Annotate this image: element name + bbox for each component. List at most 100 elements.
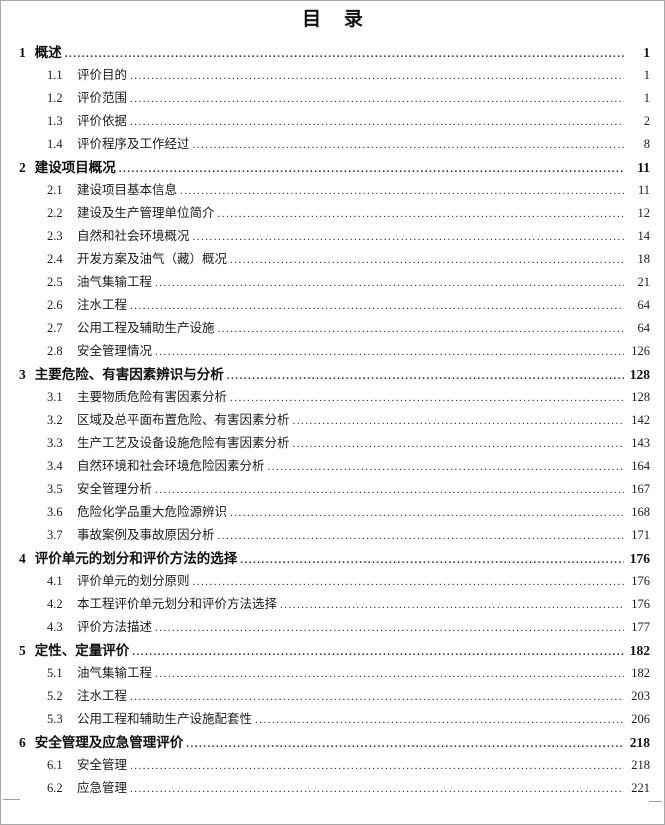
toc-sub-entry[interactable]: 2.7 公用工程及辅助生产设施..........................…: [19, 317, 650, 340]
toc-chapter-entry[interactable]: 6 安全管理及应急管理评价............................…: [19, 731, 650, 754]
toc-sub-entry[interactable]: 2.3 自然和社会环境概况............................…: [19, 225, 650, 248]
toc-sub-entry[interactable]: 6.2 应急管理.................................…: [19, 777, 650, 800]
toc-entry-title: 评价目的: [77, 68, 128, 82]
toc-entry-page: 11: [637, 183, 650, 197]
dot-leader: ........................................…: [230, 254, 624, 266]
toc-entry-page: 64: [637, 298, 651, 312]
toc-entry-page: 12: [637, 206, 651, 220]
toc-sub-entry[interactable]: 2.8 安全管理情况...............................…: [19, 340, 650, 363]
dot-leader: ........................................…: [292, 415, 624, 427]
toc-sub-entry[interactable]: 3.5 安全管理分析...............................…: [19, 478, 650, 501]
toc-sub-entry[interactable]: 2.6 注水工程.................................…: [19, 294, 650, 317]
toc-sub-entry[interactable]: 3.6 危险化学品重大危险源辨识.........................…: [19, 501, 650, 524]
toc-entry-page: 128: [631, 390, 650, 404]
toc-chapter-entry[interactable]: 4 评价单元的划分和评价方法的选择........................…: [19, 547, 650, 570]
toc-entry-title: 建设项目基本信息: [77, 183, 178, 197]
toc-sub-entry[interactable]: 4.2 本工程评价单元划分和评价方法选择.....................…: [19, 593, 650, 616]
toc-entry-title: 评价方法描述: [77, 620, 153, 634]
dot-leader: ........................................…: [217, 323, 624, 335]
dot-leader: ........................................…: [192, 231, 624, 243]
toc-sub-entry[interactable]: 6.1 安全管理.................................…: [19, 754, 650, 777]
crop-mark-right: [649, 801, 662, 802]
toc-entry-page: 218: [631, 758, 650, 772]
toc-entry-title: 油气集输工程: [77, 275, 153, 289]
toc-entry-title: 自然和社会环境概况: [77, 229, 190, 243]
toc-entry-title: 安全管理及应急管理评价: [34, 735, 184, 750]
toc-sub-entry[interactable]: 3.7 事故案例及事故原因分析..........................…: [19, 524, 650, 547]
toc-entry-number: 4.3: [47, 620, 63, 634]
toc-entry-page: 164: [631, 459, 650, 473]
toc-entry-title: 生产工艺及设备设施危险有害因素分析: [77, 436, 290, 450]
toc-chapter-entry[interactable]: 1 概述.....................................…: [19, 41, 650, 64]
toc-entry-title: 建设项目概况: [34, 160, 116, 175]
toc-entry-page: 203: [631, 689, 650, 703]
toc-entry-number: 3.2: [47, 413, 63, 427]
toc-sub-entry[interactable]: 4.3 评价方法描述...............................…: [19, 616, 650, 639]
toc-sub-entry[interactable]: 2.4 开发方案及油气（藏）概况.........................…: [19, 248, 650, 271]
dot-leader: ........................................…: [155, 622, 624, 634]
dot-leader: ........................................…: [132, 646, 624, 658]
toc-sub-entry[interactable]: 4.1 评价单元的划分原则............................…: [19, 570, 650, 593]
toc-sub-entry[interactable]: 2.5 油气集输工程...............................…: [19, 271, 650, 294]
toc-entry-page: 143: [631, 436, 650, 450]
toc-sub-entry[interactable]: 5.2 注水工程.................................…: [19, 685, 650, 708]
toc-entry-number: 6.1: [47, 758, 63, 772]
toc-entry-title: 概述: [34, 45, 62, 60]
toc-sub-entry[interactable]: 2.1 建设项目基本信息.............................…: [19, 179, 650, 202]
toc-sub-entry[interactable]: 3.3 生产工艺及设备设施危险有害因素分析....................…: [19, 432, 650, 455]
dot-leader: ........................................…: [230, 392, 624, 404]
toc-entry-number: 4.1: [47, 574, 63, 588]
toc-entry-number: 5.2: [47, 689, 63, 703]
dot-leader: ........................................…: [240, 554, 624, 566]
toc-sub-entry[interactable]: 3.2 区域及总平面布置危险、有害因素分析....................…: [19, 409, 650, 432]
toc-entry-page: 176: [629, 551, 650, 566]
toc-chapter-entry[interactable]: 2 建设项目概况.................................…: [19, 156, 650, 179]
toc-entry-title: 区域及总平面布置危险、有害因素分析: [77, 413, 290, 427]
toc-entry-title: 定性、定量评价: [34, 643, 130, 658]
toc-sub-entry[interactable]: 1.2 评价范围.................................…: [19, 87, 650, 110]
toc-sub-entry[interactable]: 5.3 公用工程和辅助生产设施配套性.......................…: [19, 708, 650, 731]
toc-sub-entry[interactable]: 1.3 评价依据.................................…: [19, 110, 650, 133]
toc-sub-entry[interactable]: 1.1 评价目的.................................…: [19, 64, 650, 87]
toc-chapter-entry[interactable]: 5 定性、定量评价................................…: [19, 639, 650, 662]
toc-chapter-entry[interactable]: 3 主要危险、有害因素辨识与分析.........................…: [19, 363, 650, 386]
toc-entry-title: 评价依据: [77, 114, 128, 128]
toc-sub-entry[interactable]: 1.4 评价程序及工作经过............................…: [19, 133, 650, 156]
toc-entry-number: 2.5: [47, 275, 63, 289]
toc-list: 1 概述.....................................…: [1, 38, 664, 800]
toc-entry-title: 事故案例及事故原因分析: [77, 528, 215, 542]
toc-entry-page: 182: [631, 666, 650, 680]
toc-entry-page: 14: [637, 229, 651, 243]
toc-entry-title: 油气集输工程: [77, 666, 153, 680]
dot-leader: ........................................…: [255, 714, 624, 726]
toc-sub-entry[interactable]: 2.2 建设及生产管理单位简介..........................…: [19, 202, 650, 225]
toc-entry-page: 1: [643, 68, 650, 82]
dot-leader: ........................................…: [130, 691, 624, 703]
toc-sub-entry[interactable]: 5.1 油气集输工程...............................…: [19, 662, 650, 685]
dot-leader: ........................................…: [186, 738, 624, 750]
toc-sub-entry[interactable]: 3.4 自然环境和社会环境危险因素分析......................…: [19, 455, 650, 478]
toc-entry-page: 11: [637, 160, 650, 175]
toc-entry-number: 5.1: [47, 666, 63, 680]
toc-entry-number: 2.2: [47, 206, 63, 220]
toc-entry-title: 评价程序及工作经过: [77, 137, 190, 151]
dot-leader: ........................................…: [217, 530, 624, 542]
toc-entry-title: 应急管理: [77, 781, 128, 795]
dot-leader: ........................................…: [155, 277, 624, 289]
toc-entry-title: 自然环境和社会环境危险因素分析: [77, 459, 265, 473]
dot-leader: ........................................…: [130, 116, 624, 128]
dot-leader: ........................................…: [180, 185, 624, 197]
toc-sub-entry[interactable]: 3.1 主要物质危险有害因素分析.........................…: [19, 386, 650, 409]
toc-entry-title: 评价单元的划分原则: [77, 574, 190, 588]
dot-leader: ........................................…: [267, 461, 624, 473]
toc-entry-number: 2.6: [47, 298, 63, 312]
toc-entry-number: 3.4: [47, 459, 63, 473]
toc-entry-number: 1.2: [47, 91, 63, 105]
toc-entry-number: 4.2: [47, 597, 63, 611]
toc-entry-number: 1.4: [47, 137, 63, 151]
toc-entry-title: 本工程评价单元划分和评价方法选择: [77, 597, 278, 611]
dot-leader: ........................................…: [130, 760, 624, 772]
toc-entry-page: 126: [631, 344, 650, 358]
toc-entry-page: 21: [637, 275, 651, 289]
